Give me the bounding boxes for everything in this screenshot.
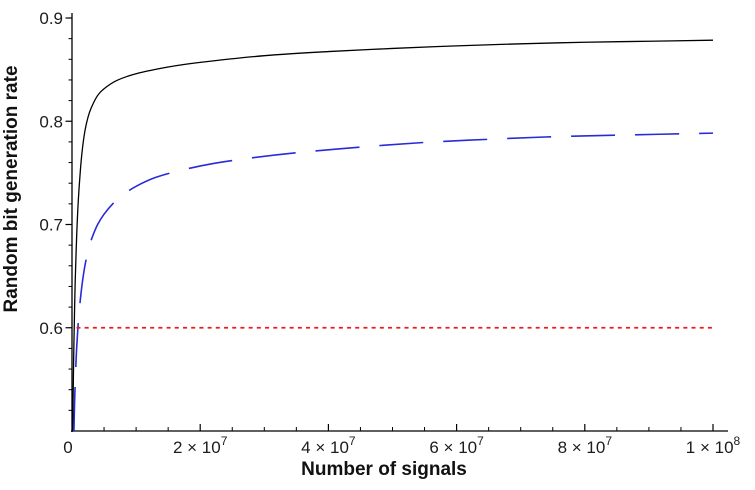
x-tick-label: 1 × 108 — [686, 434, 741, 457]
curve-black-solid-curve — [72, 39, 714, 432]
curves-group — [72, 39, 714, 432]
x-tick-label: 6 × 107 — [429, 434, 484, 457]
y-tick-label: 0.8 — [39, 112, 63, 131]
x-tick-label: 2 × 107 — [173, 434, 228, 457]
y-tick-label: 0.9 — [39, 9, 63, 28]
curve-blue-long-dashed-curve — [73, 132, 714, 432]
y-tick-label: 0.7 — [39, 216, 63, 235]
x-tick-label: 8 × 107 — [558, 434, 613, 457]
x-tick-label: 4 × 107 — [301, 434, 356, 457]
y-tick-label: 0.6 — [39, 319, 63, 338]
origin-tick-label: 0 — [63, 438, 72, 457]
axes-group — [65, 13, 728, 432]
x-axis-title: Number of signals — [301, 459, 467, 480]
y-axis-title: Random bit generation rate — [1, 65, 22, 312]
tick-labels-group: 2 × 107 4 × 107 6 × 107 8 × 107 1 × 108 0 0.6 0… — [39, 9, 740, 457]
